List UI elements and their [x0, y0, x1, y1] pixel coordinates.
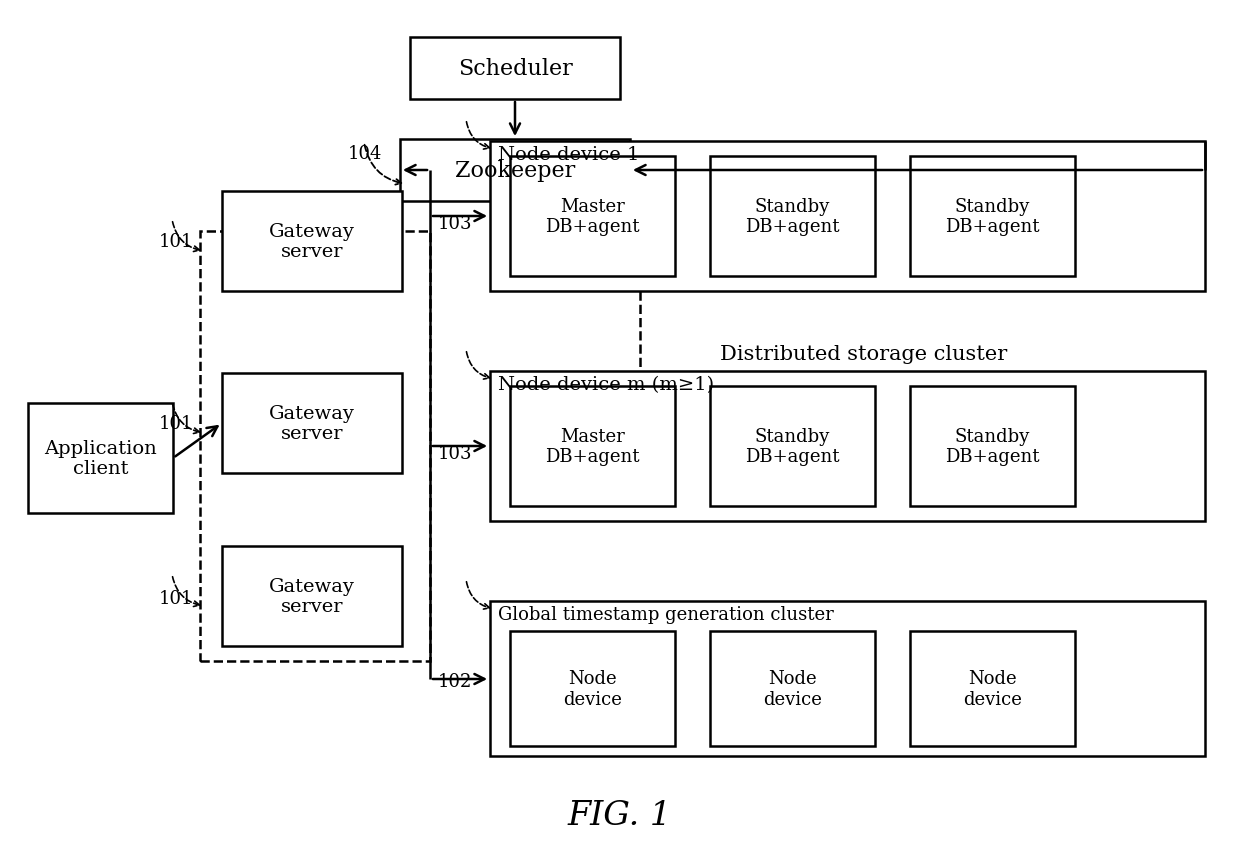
Bar	[490, 372, 1205, 522]
Text: 103: 103	[438, 214, 472, 232]
Bar	[490, 601, 1205, 756]
Bar	[222, 192, 402, 292]
Text: Node
device: Node device	[963, 669, 1022, 708]
Text: Zookeeper: Zookeeper	[455, 160, 575, 182]
Bar	[401, 139, 630, 201]
Text: Gateway
server: Gateway server	[269, 577, 355, 616]
Bar	[711, 157, 875, 276]
Bar	[222, 374, 402, 474]
Text: Standby
DB+agent: Standby DB+agent	[745, 427, 839, 466]
Text: 101: 101	[159, 232, 193, 251]
Text: Gateway
server: Gateway server	[269, 222, 355, 261]
Bar	[510, 387, 675, 506]
Bar	[410, 38, 620, 100]
Text: 101: 101	[159, 414, 193, 432]
Text: Standby
DB+agent: Standby DB+agent	[945, 197, 1040, 236]
Text: Node
device: Node device	[763, 669, 822, 708]
Text: Node
device: Node device	[563, 669, 622, 708]
Bar	[711, 387, 875, 506]
Text: Node device m (m≥1): Node device m (m≥1)	[498, 375, 714, 393]
Text: 101: 101	[159, 589, 193, 607]
Bar	[510, 631, 675, 746]
Text: Node device 1: Node device 1	[498, 146, 640, 164]
Text: Standby
DB+agent: Standby DB+agent	[945, 427, 1040, 466]
Bar	[711, 631, 875, 746]
Bar	[222, 547, 402, 647]
Bar	[910, 631, 1075, 746]
Text: Global timestamp generation cluster: Global timestamp generation cluster	[498, 605, 833, 623]
Text: Distributed storage cluster: Distributed storage cluster	[720, 344, 1007, 363]
Bar	[490, 142, 1205, 292]
Text: Scheduler: Scheduler	[458, 58, 573, 80]
Bar	[910, 157, 1075, 276]
Text: 104: 104	[347, 145, 382, 163]
Text: Application
client: Application client	[45, 439, 157, 478]
Text: Master
DB+agent: Master DB+agent	[546, 197, 640, 236]
Bar	[29, 404, 174, 513]
Text: 102: 102	[438, 672, 472, 691]
Text: Gateway
server: Gateway server	[269, 404, 355, 443]
Bar	[200, 232, 430, 661]
Text: Master
DB+agent: Master DB+agent	[546, 427, 640, 466]
Bar	[910, 387, 1075, 506]
Bar	[510, 157, 675, 276]
Text: Standby
DB+agent: Standby DB+agent	[745, 197, 839, 236]
Text: 103: 103	[438, 444, 472, 462]
Text: FIG. 1: FIG. 1	[568, 799, 672, 831]
